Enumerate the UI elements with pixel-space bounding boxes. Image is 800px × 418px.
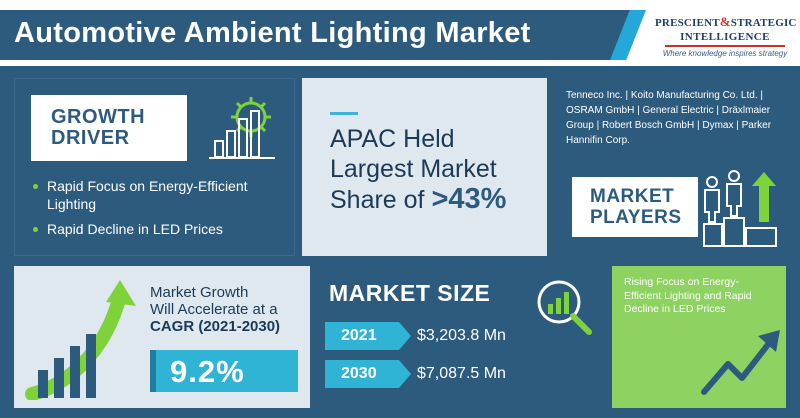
growth-arrow-bars-icon <box>24 276 156 401</box>
cagr-line3: CAGR (2021-2030) <box>150 318 280 335</box>
market-size-row-2021: 2021 $3,203.8 Mn <box>325 322 599 350</box>
apac-line2: Largest Market <box>330 155 497 183</box>
market-players-label-line1: MARKET <box>590 186 675 207</box>
company-logo: PRESCIENT&STRATEGIC INTELLIGENCE Where k… <box>655 14 797 58</box>
podium-people-icon <box>702 162 786 252</box>
market-players-label: MARKET PLAYERS <box>566 177 698 237</box>
market-size-amount: $7,087.5 Mn <box>417 365 506 382</box>
logo-line2: INTELLIGENCE <box>680 31 770 43</box>
market-size-panel: MARKET SIZE 2021 $3,203.8 Mn 2030 $7,087… <box>317 266 604 408</box>
title-band <box>0 10 640 60</box>
cagr-value: 9.2% <box>170 354 245 389</box>
market-size-row-2030: 2030 $7,087.5 Mn <box>325 360 599 388</box>
gear-bar-chart-icon <box>205 89 285 161</box>
apac-share-value: >43% <box>431 183 507 215</box>
logo-ampersand: & <box>719 14 731 29</box>
growth-driver-panel: GROWTH DRIVER Rapid Focus on Energy-Effi… <box>14 78 295 256</box>
growth-driver-label: GROWTH DRIVER <box>25 95 187 161</box>
apac-share-prefix: Share of <box>330 186 425 214</box>
cagr-line1: Market Growth <box>150 284 249 301</box>
growth-driver-list: Rapid Focus on Energy-Efficient Lighting… <box>33 177 293 245</box>
cagr-description: Market Growth Will Accelerate at a CAGR … <box>150 284 280 335</box>
market-size-title: MARKET SIZE <box>329 280 491 306</box>
apac-panel: APAC Held Largest Market Share of >43% <box>302 78 547 256</box>
growth-driver-label-line1: GROWTH <box>51 106 146 128</box>
logo-line1: PRESCIENT&STRATEGIC <box>655 14 797 30</box>
list-item: Rapid Focus on Energy-Efficient Lighting <box>33 177 293 213</box>
apac-accent-line <box>330 112 358 115</box>
apac-line3: Share of >43% <box>330 184 506 215</box>
market-players-label-line2: PLAYERS <box>590 207 682 228</box>
cagr-period: CAGR (2021-2030) <box>150 318 281 335</box>
magnifier-chart-icon <box>533 276 595 336</box>
logo-tagline: Where knowledge inspires strategy <box>662 49 788 58</box>
cagr-line2: Will Accelerate at a <box>150 301 278 318</box>
market-size-year: 2021 <box>325 322 411 350</box>
apac-line1: APAC Held <box>330 125 455 153</box>
apac-statement: APAC Held Largest Market Share of >43% <box>330 124 506 215</box>
logo-divider <box>665 45 785 47</box>
logo-word-strategic: STRATEGIC <box>730 17 797 29</box>
market-size-amount: $3,203.8 Mn <box>417 327 506 344</box>
trend-arrow-icon <box>700 326 784 402</box>
cagr-panel: Market Growth Will Accelerate at a CAGR … <box>14 266 310 408</box>
market-players-list: Tenneco Inc. | Koito Manufacturing Co. L… <box>566 90 772 146</box>
market-players-panel: Tenneco Inc. | Koito Manufacturing Co. L… <box>554 78 786 256</box>
focus-panel: Rising Focus on Energy-Efficient Lightin… <box>612 266 786 408</box>
page-title: Automotive Ambient Lighting Market <box>14 17 531 49</box>
cagr-value-box: 9.2% <box>150 350 298 392</box>
logo-word-prescient: PRESCIENT <box>655 17 720 29</box>
market-size-year: 2030 <box>325 360 411 388</box>
header: Automotive Ambient Lighting Market PRESC… <box>0 0 800 66</box>
focus-text: Rising Focus on Energy-Efficient Lightin… <box>624 276 752 315</box>
growth-driver-label-line2: DRIVER <box>51 127 130 149</box>
list-item: Rapid Decline in LED Prices <box>33 220 293 238</box>
